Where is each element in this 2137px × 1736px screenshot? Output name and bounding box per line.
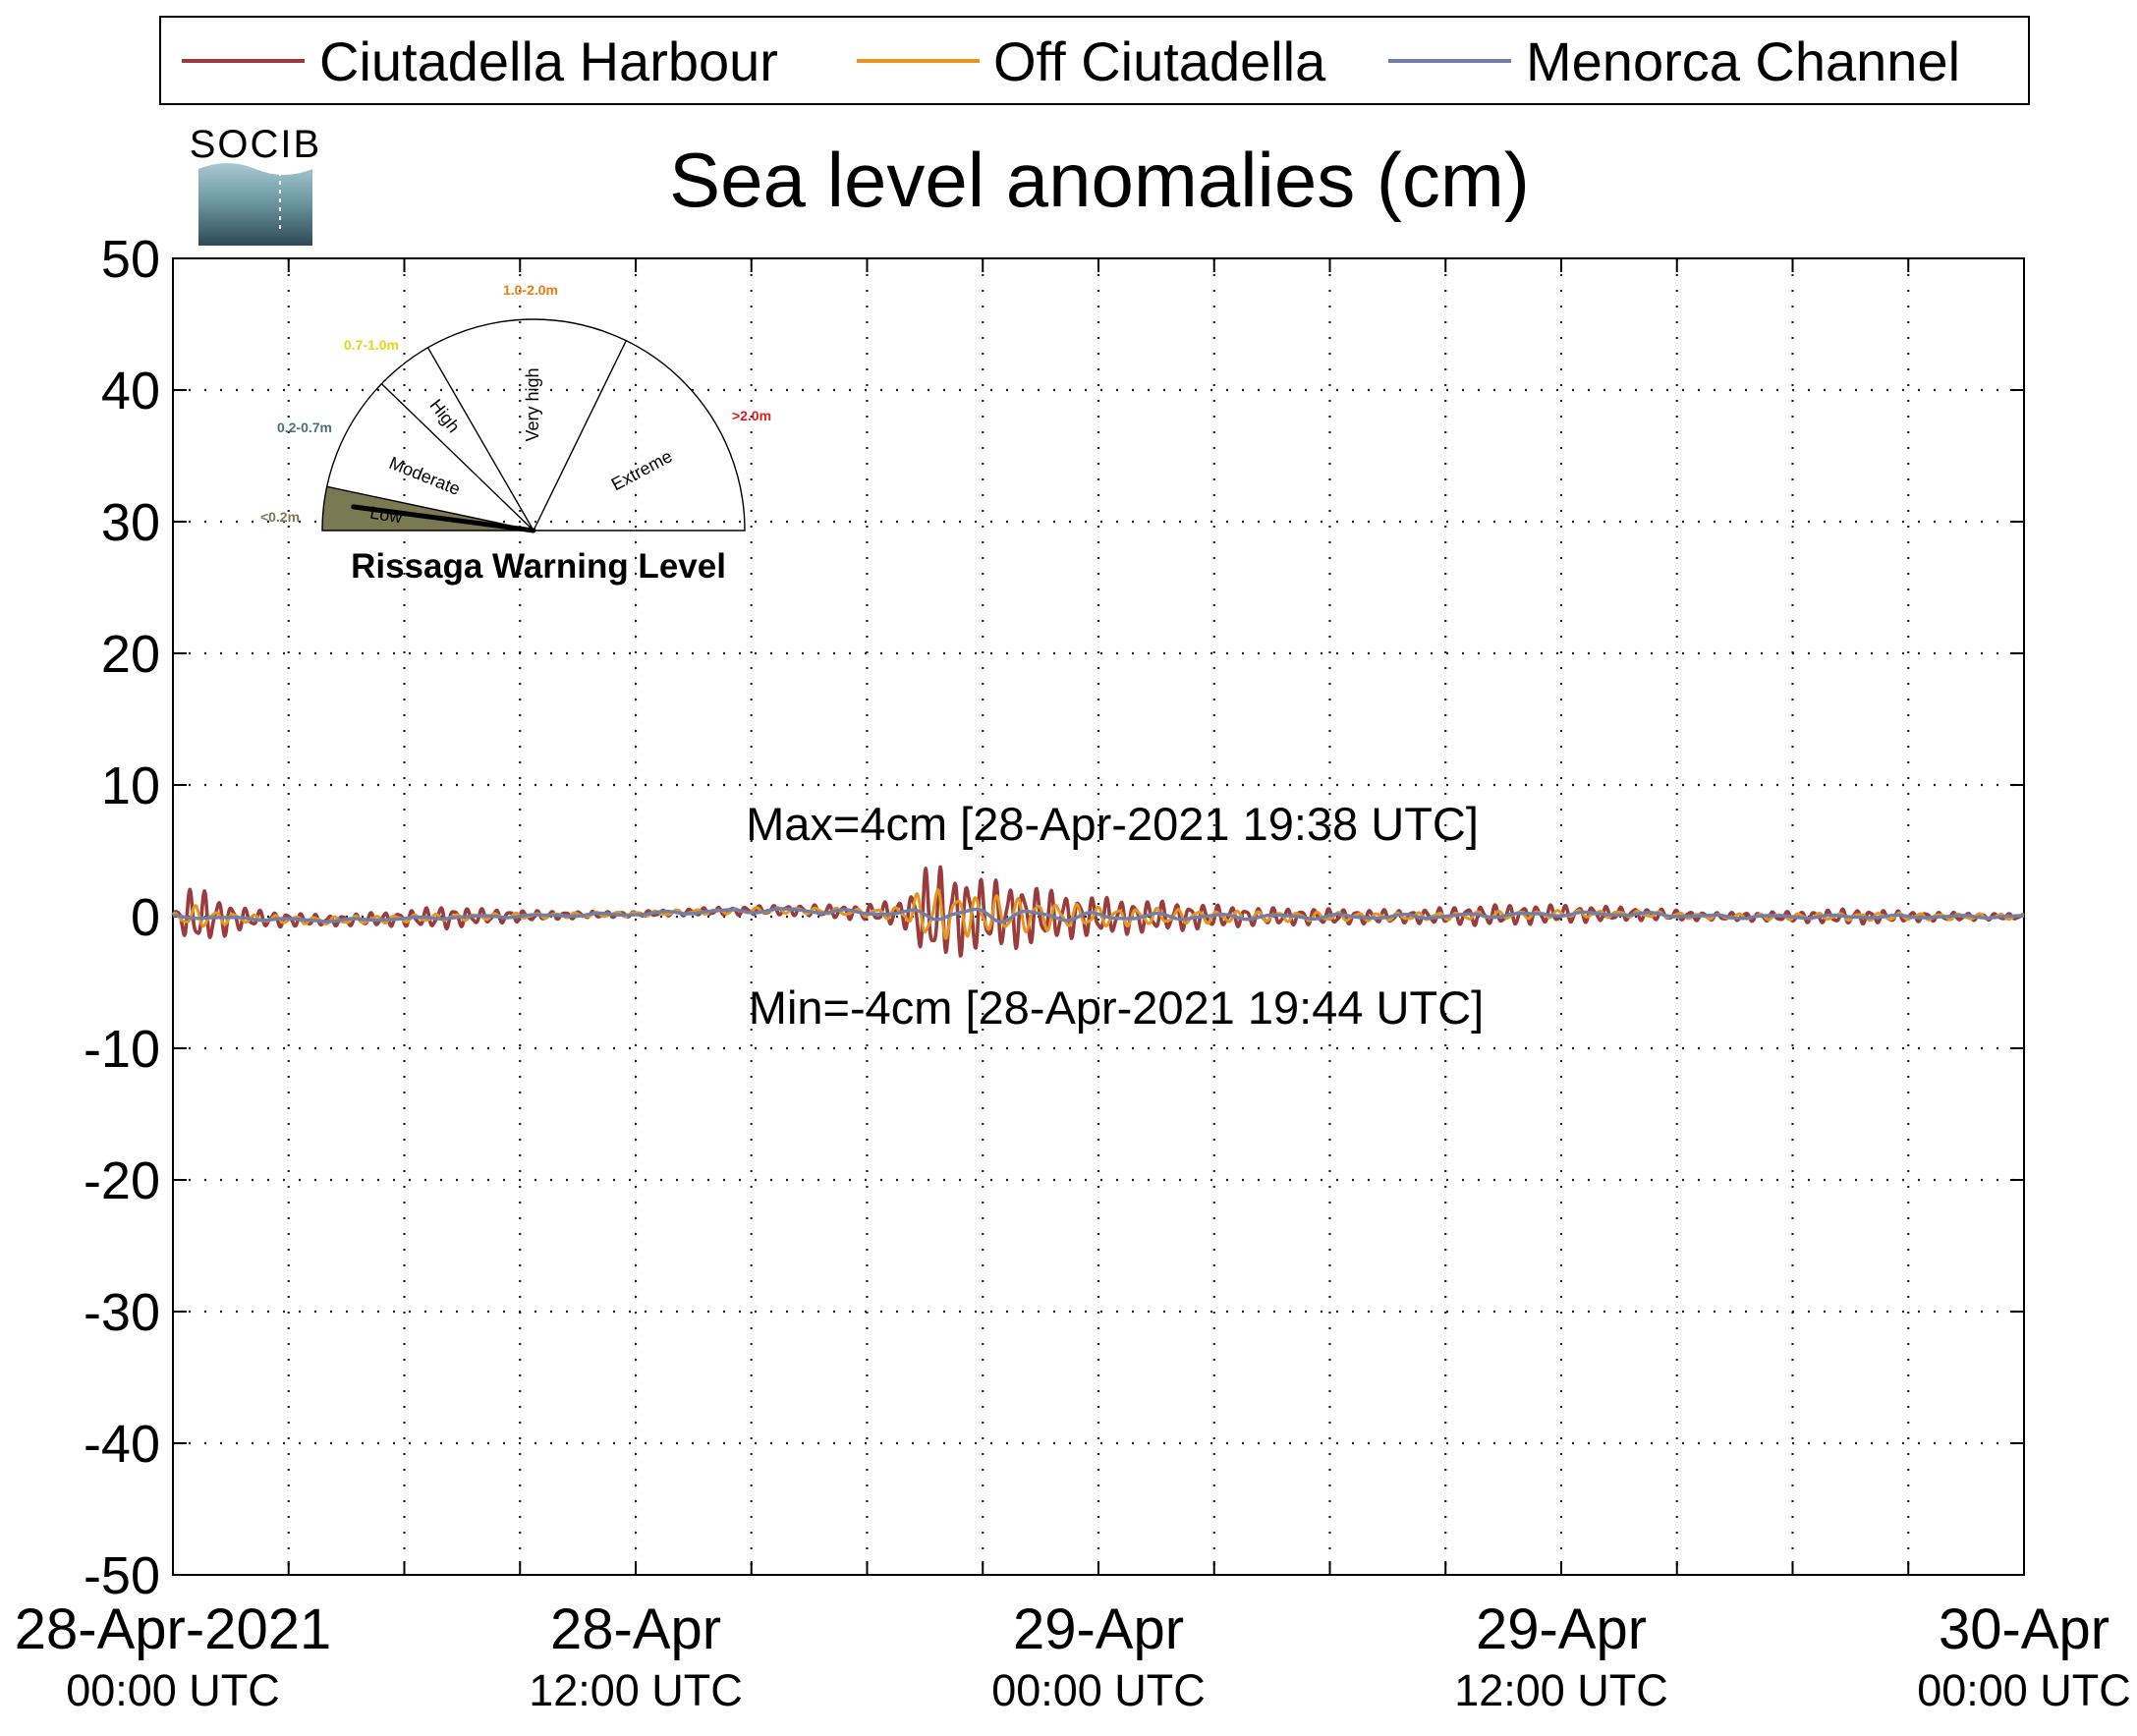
gauge-outline [321,318,746,532]
gauge-needle [351,504,536,533]
series-line-channel [172,907,2025,924]
y-tick-label: 20 [101,625,160,684]
gauge-range-label: 0.7-1.0m [344,337,399,353]
x-tick-label-time: 00:00 UTC [991,1665,1206,1715]
legend-label-off: Off Ciutadella [993,30,1326,92]
y-tick-label: 40 [101,362,160,420]
gauge-range-label: 1.0-2.0m [503,282,558,298]
gauge-divider [326,485,534,532]
y-tick-label: -30 [84,1283,160,1342]
legend-label-harbour: Ciutadella Harbour [319,30,778,92]
max-annotation: Max=4cm [28-Apr-2021 19:38 UTC] [746,798,1479,850]
x-tick-label-date: 28-Apr-2021 [15,1597,331,1661]
gauge-range-label: 0.2-0.7m [277,420,332,435]
min-annotation: Min=-4cm [28-Apr-2021 19:44 UTC] [749,981,1484,1034]
y-tick-label: 30 [101,493,160,552]
x-tick-label-time: 12:00 UTC [1454,1665,1668,1715]
y-tick-label: 10 [101,756,160,815]
gauge-sector-label: High [425,396,464,436]
legend-label-channel: Menorca Channel [1526,30,1960,92]
gauge-range-label: <0.2m [260,509,300,525]
y-tick-label: -20 [84,1151,160,1210]
socib-logo-text: SOCIB [190,123,321,166]
gauge-divider [533,340,627,532]
x-tick-label-date: 30-Apr [1939,1597,2109,1661]
x-tick-label-date: 29-Apr [1476,1597,1647,1661]
x-tick-label-time: 00:00 UTC [1917,1665,2131,1715]
gauge-sector-label: Extreme [608,446,676,494]
y-tick-label: 0 [131,888,160,947]
gauge-sector-label: Moderate [386,453,463,499]
y-tick-label: -50 [84,1546,160,1605]
y-tick-label: -40 [84,1415,160,1474]
gauge-divider [426,347,534,532]
y-tick-label: 50 [101,230,160,289]
gauge-range-label: >2.0m [732,408,771,423]
y-axis-tick-labels: 50 40 30 20 10 0 -10 -20 -30 -40 -50 [84,230,160,1605]
series-line-harbour [171,865,2025,958]
gauge-title: Rissaga Warning Level [351,547,726,586]
x-tick-label-time: 00:00 UTC [66,1665,280,1715]
x-tick-label-date: 29-Apr [1013,1597,1184,1661]
gauge-sector-label: Very high [523,367,542,441]
series-group [171,865,2025,958]
chart-title: Sea level anomalies (cm) [669,137,1530,223]
x-tick-label-time: 12:00 UTC [529,1665,743,1715]
x-tick-label-date: 28-Apr [550,1597,721,1661]
legend: Ciutadella Harbour Off Ciutadella Menorc… [159,16,2030,105]
socib-logo: SOCIB [190,123,321,246]
legend-box [159,16,2030,105]
y-tick-label: -10 [84,1020,160,1079]
gauge-divider [380,383,534,532]
